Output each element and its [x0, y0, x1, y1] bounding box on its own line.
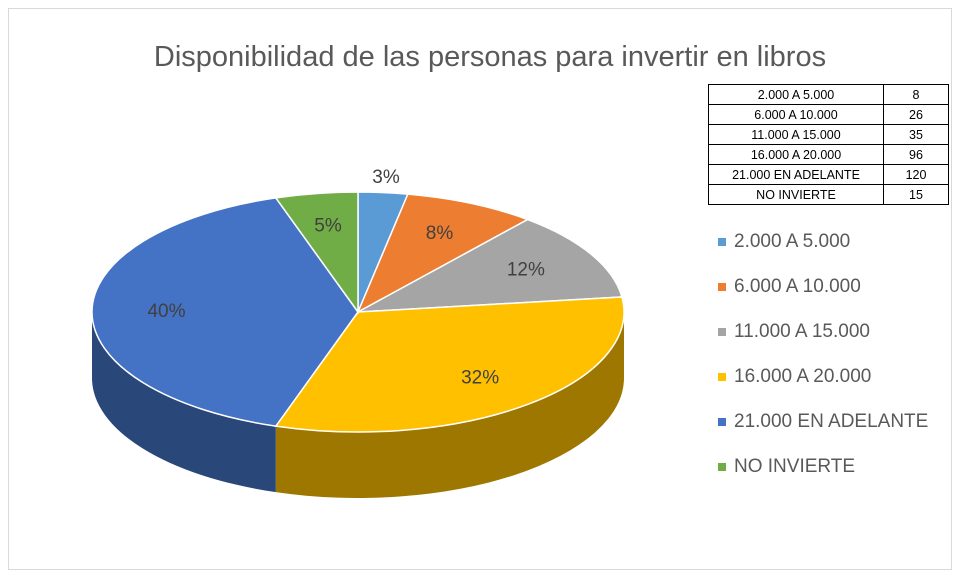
- table-cell: 96: [883, 144, 949, 165]
- data-label: 12%: [507, 259, 545, 280]
- pie-side: [92, 312, 276, 493]
- data-label: 32%: [461, 368, 499, 389]
- legend-swatch: [718, 418, 726, 426]
- pie-slice: [274, 296, 625, 433]
- table-row: 2.000 A 5.000 8: [708, 84, 949, 105]
- legend-swatch: [718, 373, 726, 381]
- table-cell: 11.000 A 15.000: [708, 124, 884, 145]
- table-cell: 15: [883, 184, 949, 205]
- chart-title: Disponibilidad de las personas para inve…: [153, 41, 827, 73]
- data-label: 5%: [314, 216, 342, 237]
- pie-slice: [91, 197, 359, 427]
- table-cell: 120: [883, 164, 949, 185]
- data-table: 2.000 A 5.000 8 6.000 A 10.000 26 11.000 A 1…: [708, 84, 949, 205]
- table-cell: NO INVIERTE: [708, 184, 884, 205]
- pie-slice: [274, 191, 359, 315]
- pie-slice: [357, 218, 623, 313]
- legend-label: NO INVIERTE: [734, 456, 855, 477]
- chart-border: [8, 8, 952, 570]
- legend-label: 21.000 EN ADELANTE: [734, 411, 928, 432]
- legend-swatch: [718, 238, 726, 246]
- table-cell: 26: [883, 104, 949, 125]
- pie-side: [275, 312, 624, 498]
- table-row: 16.000 A 20.000 96: [708, 144, 949, 165]
- legend-swatch: [718, 283, 726, 291]
- legend-swatch: [718, 328, 726, 336]
- table-row: NO INVIERTE 15: [708, 184, 949, 205]
- table-cell: 6.000 A 10.000: [708, 104, 884, 125]
- table-cell: 21.000 EN ADELANTE: [708, 164, 884, 185]
- table-row: 6.000 A 10.000 26: [708, 104, 949, 125]
- table-row: 11.000 A 15.000 35: [708, 124, 949, 145]
- data-label: 40%: [147, 301, 185, 322]
- legend-label: 2.000 A 5.000: [734, 231, 850, 252]
- data-label: 3%: [372, 167, 400, 188]
- table-cell: 35: [883, 124, 949, 145]
- table-cell: 16.000 A 20.000: [708, 144, 884, 165]
- data-label: 8%: [426, 223, 454, 244]
- table-row: 21.000 EN ADELANTE 120: [708, 164, 949, 185]
- legend-label: 16.000 A 20.000: [734, 366, 871, 387]
- table-cell: 2.000 A 5.000: [708, 84, 884, 105]
- legend-label: 6.000 A 10.000: [734, 276, 861, 297]
- legend-swatch: [718, 463, 726, 471]
- table-cell: 8: [883, 84, 949, 105]
- legend-label: 11.000 A 15.000: [734, 321, 870, 342]
- pie-slice: [356, 193, 530, 314]
